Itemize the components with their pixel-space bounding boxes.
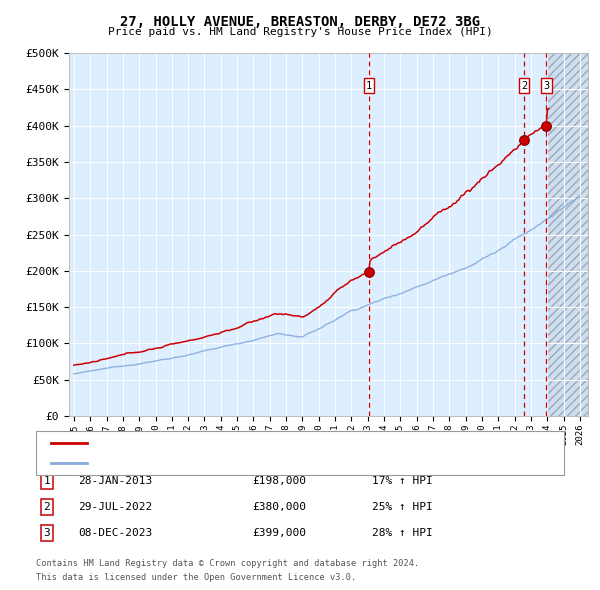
- Text: £198,000: £198,000: [252, 476, 306, 486]
- Bar: [546, 53, 588, 416]
- Text: Contains HM Land Registry data © Crown copyright and database right 2024.: Contains HM Land Registry data © Crown c…: [36, 559, 419, 568]
- Text: 28-JAN-2013: 28-JAN-2013: [78, 476, 152, 486]
- Text: 1: 1: [43, 476, 50, 486]
- Text: 27, HOLLY AVENUE, BREASTON, DERBY, DE72 3BG (detached house): 27, HOLLY AVENUE, BREASTON, DERBY, DE72 …: [93, 438, 468, 448]
- Text: £399,000: £399,000: [252, 528, 306, 537]
- Text: 3: 3: [543, 81, 550, 91]
- Text: 2: 2: [43, 502, 50, 512]
- Text: 17% ↑ HPI: 17% ↑ HPI: [372, 476, 433, 486]
- Text: This data is licensed under the Open Government Licence v3.0.: This data is licensed under the Open Gov…: [36, 572, 356, 582]
- Text: 27, HOLLY AVENUE, BREASTON, DERBY, DE72 3BG: 27, HOLLY AVENUE, BREASTON, DERBY, DE72 …: [120, 15, 480, 29]
- Text: 29-JUL-2022: 29-JUL-2022: [78, 502, 152, 512]
- Text: 08-DEC-2023: 08-DEC-2023: [78, 528, 152, 537]
- Text: 25% ↑ HPI: 25% ↑ HPI: [372, 502, 433, 512]
- Text: 3: 3: [43, 528, 50, 537]
- Text: 28% ↑ HPI: 28% ↑ HPI: [372, 528, 433, 537]
- Text: 1: 1: [366, 81, 372, 91]
- Text: £380,000: £380,000: [252, 502, 306, 512]
- Text: 2: 2: [521, 81, 527, 91]
- Bar: [546, 53, 588, 416]
- Text: HPI: Average price, detached house, Erewash: HPI: Average price, detached house, Erew…: [93, 458, 362, 467]
- Text: Price paid vs. HM Land Registry's House Price Index (HPI): Price paid vs. HM Land Registry's House …: [107, 27, 493, 37]
